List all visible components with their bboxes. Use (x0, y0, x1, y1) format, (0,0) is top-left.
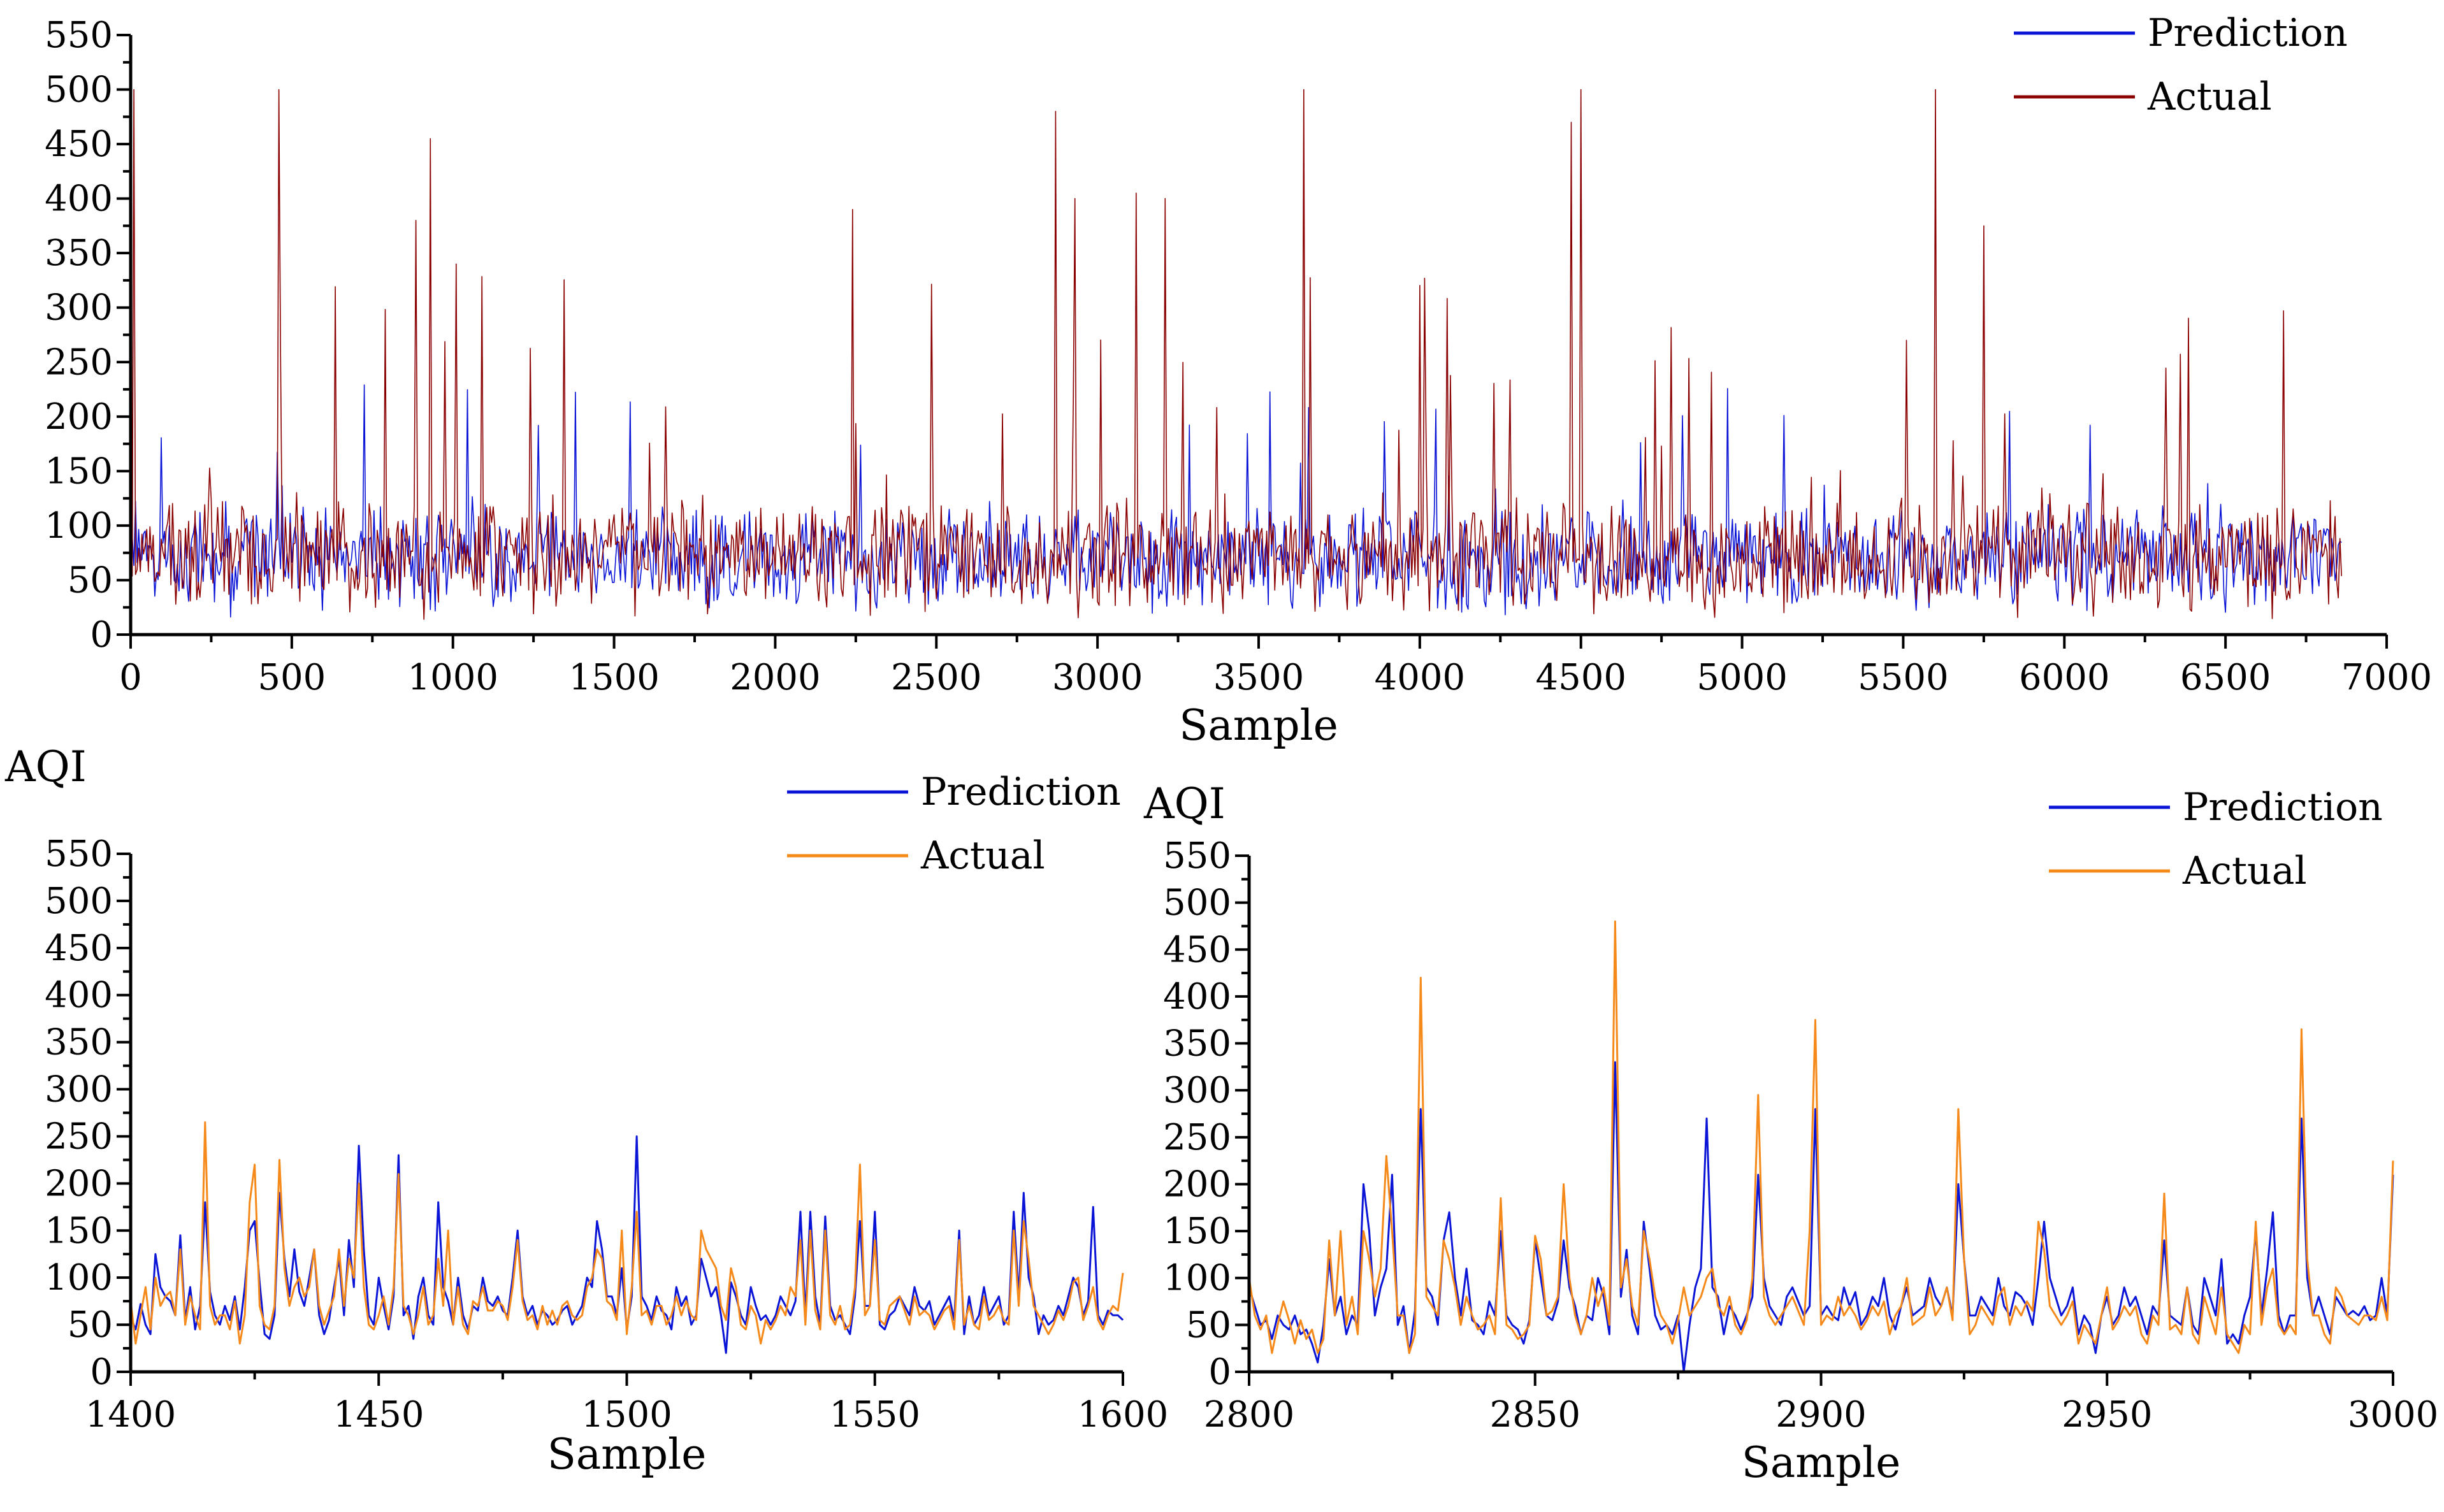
y-tick-label: 100 (45, 1257, 113, 1299)
legend-label-actual: Actual (2147, 75, 2272, 119)
series-line-actual (129, 1121, 1124, 1345)
y-tick-label: 250 (1163, 1117, 1231, 1158)
y-tick-label: 550 (45, 15, 113, 56)
x-tick-label: 5000 (1696, 657, 1788, 698)
x-axis-title: Sample (1742, 1438, 1901, 1487)
y-tick-label: 450 (45, 124, 113, 165)
x-tick-label: 1600 (1078, 1394, 1169, 1436)
y-tick-label: 50 (68, 1304, 113, 1346)
x-tick-label: 4500 (1535, 657, 1626, 698)
x-tick-label: 1500 (581, 1394, 672, 1436)
series-line-actual (130, 89, 2342, 620)
y-tick-label: 250 (45, 1116, 113, 1157)
y-tick-label: 150 (45, 450, 113, 492)
y-tick-label: 300 (45, 1069, 113, 1111)
x-tick-label: 0 (119, 657, 142, 698)
x-tick-label: 500 (257, 657, 326, 698)
x-tick-label: 7000 (2341, 657, 2433, 698)
legend-label-prediction: Prediction (921, 770, 1121, 814)
legend: Prediction Actual (2014, 11, 2348, 119)
y-axis-title: AQI (4, 742, 87, 791)
y-tick-label: 50 (68, 559, 113, 601)
series-line-prediction (130, 384, 2342, 618)
x-tick-label: 6500 (2180, 657, 2271, 698)
series-line-actual (1248, 920, 2394, 1354)
y-tick-label: 300 (1163, 1070, 1231, 1111)
y-tick-label: 250 (45, 342, 113, 383)
x-tick-label: 1450 (333, 1394, 424, 1436)
x-tick-label: 1550 (829, 1394, 920, 1436)
y-tick-label: 400 (45, 178, 113, 220)
x-tick-label: 2500 (891, 657, 982, 698)
x-tick-label: 6000 (2019, 657, 2110, 698)
x-tick-label: 1400 (85, 1394, 177, 1436)
x-tick-label: 5500 (1858, 657, 1949, 698)
y-tick-label: 200 (45, 1163, 113, 1204)
x-tick-label: 1000 (407, 657, 498, 698)
x-tick-label: 3000 (2348, 1394, 2439, 1436)
plot-area (130, 89, 2342, 620)
legend-label-prediction: Prediction (2183, 785, 2383, 830)
x-tick-label: 2850 (1489, 1394, 1580, 1436)
y-tick-label: 0 (1208, 1351, 1231, 1393)
x-tick-label: 3500 (1213, 657, 1305, 698)
x-tick-label: 4000 (1375, 657, 1466, 698)
x-tick-label: 1500 (568, 657, 660, 698)
y-tick-label: 100 (45, 505, 113, 547)
x-tick-label: 3000 (1052, 657, 1143, 698)
y-tick-label: 150 (45, 1210, 113, 1251)
y-tick-label: 300 (45, 287, 113, 329)
y-tick-label: 0 (90, 614, 113, 656)
y-tick-label: 200 (1163, 1163, 1231, 1205)
y-tick-label: 100 (1163, 1258, 1231, 1299)
x-tick-label: 2900 (1775, 1394, 1867, 1436)
y-tick-label: 550 (1163, 835, 1231, 877)
legend-label-prediction: Prediction (2148, 11, 2348, 55)
x-axis-title: Sample (547, 1430, 707, 1479)
legend: Prediction Actual (787, 770, 1121, 878)
y-axis-title: AQI (1143, 779, 1226, 828)
y-tick-label: 550 (45, 833, 113, 875)
chart-3: 0 50 100 150 200 250 300 350 400 450 500 550 2800 285… (1143, 779, 2438, 1487)
y-tick-label: 400 (1163, 976, 1231, 1018)
y-tick-label: 350 (45, 233, 113, 274)
legend-label-actual: Actual (920, 833, 1045, 878)
x-tick-label: 2950 (2062, 1394, 2153, 1436)
plot-area (1248, 920, 2394, 1373)
y-tick-label: 50 (1186, 1304, 1231, 1346)
x-axis-title: Sample (1179, 701, 1338, 750)
y-tick-label: 450 (45, 928, 113, 969)
y-tick-label: 350 (1163, 1023, 1231, 1065)
y-tick-label: 500 (1163, 882, 1231, 924)
y-tick-label: 200 (45, 396, 113, 438)
plot-area (129, 1121, 1124, 1354)
y-tick-label: 500 (45, 69, 113, 111)
y-tick-label: 450 (1163, 929, 1231, 970)
chart-2: 0 50 100 150 200 250 300 350 400 450 500 550 1400 145… (4, 742, 1168, 1479)
y-tick-label: 150 (1163, 1211, 1231, 1252)
x-tick-label: 2800 (1204, 1394, 1295, 1436)
y-tick-label: 500 (45, 881, 113, 922)
y-tick-label: 400 (45, 975, 113, 1016)
y-tick-label: 0 (90, 1351, 113, 1393)
legend: Prediction Actual (2049, 785, 2383, 893)
y-tick-label: 350 (45, 1022, 113, 1063)
legend-label-actual: Actual (2182, 849, 2307, 893)
x-tick-label: 2000 (730, 657, 821, 698)
